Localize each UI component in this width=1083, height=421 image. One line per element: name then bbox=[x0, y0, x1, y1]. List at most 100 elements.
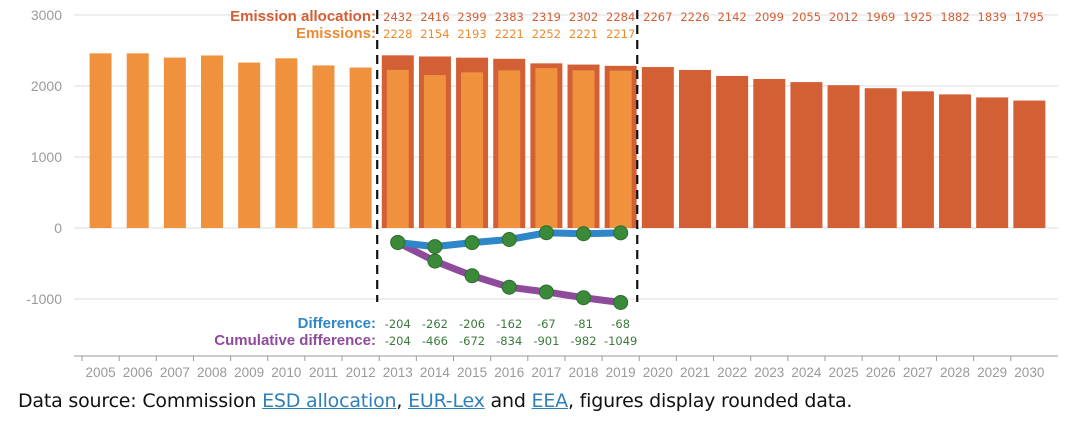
allocation-value-label: 2055 bbox=[792, 10, 821, 24]
allocation-bar bbox=[901, 91, 934, 228]
emissions-bar bbox=[126, 53, 149, 229]
emissions-series-title: Emissions: bbox=[296, 25, 376, 42]
period-dividers bbox=[376, 10, 639, 302]
x-tick-label: 2014 bbox=[420, 365, 451, 380]
allocation-value-label: 2012 bbox=[829, 10, 858, 24]
allocation-value-label: 2383 bbox=[495, 10, 524, 24]
x-tick-label: 2009 bbox=[234, 365, 264, 380]
allocation-bar bbox=[753, 78, 786, 228]
x-tick-label: 2024 bbox=[791, 365, 822, 380]
emissions-value-label: 2221 bbox=[569, 27, 598, 41]
x-tick-label: 2010 bbox=[271, 365, 301, 380]
difference-value-label: -262 bbox=[422, 317, 448, 331]
allocation-value-label: 2399 bbox=[457, 10, 486, 24]
x-tick-label: 2007 bbox=[160, 365, 190, 380]
bars bbox=[89, 53, 1046, 229]
x-tick-label: 2015 bbox=[457, 365, 487, 380]
cumulative-difference-value-label: -204 bbox=[385, 334, 411, 348]
x-tick-label: 2005 bbox=[86, 365, 116, 380]
allocation-bar bbox=[678, 69, 711, 228]
emissions-bar bbox=[572, 70, 595, 229]
cumulative-difference-marker bbox=[576, 290, 592, 306]
emissions-value-label: 2221 bbox=[495, 27, 524, 41]
emissions-bar bbox=[275, 58, 298, 229]
allocation-bar bbox=[864, 88, 897, 229]
cumulative-difference-value-label: -834 bbox=[496, 334, 522, 348]
allocation-value-label: 2319 bbox=[532, 10, 561, 24]
x-axis: 2005 2006 2007 2008 2009 2010 2011 2012 2013 2014… bbox=[74, 355, 1058, 380]
emissions-chart: 3000 2000 1000 0 -1000 Emission allocation: 2… bbox=[26, 7, 1058, 380]
emissions-bar bbox=[201, 55, 224, 228]
cumulative-difference-marker bbox=[427, 253, 443, 269]
emissions-value-label: 2193 bbox=[457, 27, 486, 41]
allocation-bar bbox=[716, 75, 749, 228]
cumulative-difference-value-label: -982 bbox=[570, 334, 596, 348]
x-tick-label: 2011 bbox=[309, 365, 338, 380]
allocation-bar bbox=[827, 85, 860, 228]
cumulative-difference-value-label: -1049 bbox=[604, 334, 637, 348]
emissions-value-label: 2154 bbox=[420, 27, 449, 41]
x-tick-label: 2012 bbox=[346, 365, 376, 380]
y-tick-label: 1000 bbox=[31, 149, 62, 165]
difference-value-label: -67 bbox=[537, 317, 556, 331]
cumulative-difference-value-label: -672 bbox=[459, 334, 485, 348]
caption-separator: and bbox=[484, 390, 532, 412]
difference-marker bbox=[390, 234, 406, 250]
eea-link[interactable]: EEA bbox=[531, 390, 569, 412]
difference-marker bbox=[501, 232, 517, 248]
difference-marker bbox=[613, 225, 629, 241]
emissions-bar bbox=[89, 53, 112, 229]
x-tick-label: 2025 bbox=[829, 365, 859, 380]
allocation-value-label: 1882 bbox=[940, 10, 969, 24]
cumulative-difference-marker bbox=[538, 284, 554, 300]
caption-separator: , bbox=[396, 390, 409, 412]
y-axis: 3000 2000 1000 0 -1000 bbox=[26, 7, 62, 307]
eur-lex-link[interactable]: EUR-Lex bbox=[408, 390, 485, 412]
caption-suffix: , figures display rounded data. bbox=[567, 390, 853, 412]
x-tick-label: 2016 bbox=[494, 365, 524, 380]
data-source-caption: Data source: Commission ESD allocation , … bbox=[18, 390, 852, 412]
allocation-value-label: 1839 bbox=[978, 10, 1007, 24]
esd-allocation-link[interactable]: ESD allocation bbox=[262, 390, 397, 412]
cumulative-difference-marker bbox=[464, 268, 480, 284]
emissions-bar bbox=[423, 75, 446, 228]
value-labels: Emission allocation: 2432 2416 2399 2383 2319… bbox=[214, 8, 1044, 349]
x-tick-label: 2013 bbox=[383, 365, 413, 380]
y-tick-label: 0 bbox=[54, 220, 62, 236]
caption-prefix: Data source: Commission bbox=[18, 390, 263, 412]
difference-marker bbox=[427, 239, 443, 255]
emissions-bar bbox=[498, 70, 521, 229]
x-tick-label: 2028 bbox=[940, 365, 970, 380]
allocation-value-label: 1925 bbox=[903, 10, 932, 24]
y-tick-label: 3000 bbox=[31, 7, 62, 23]
x-tick-label: 2020 bbox=[643, 365, 673, 380]
difference-value-label: -81 bbox=[574, 317, 593, 331]
difference-marker bbox=[538, 225, 554, 241]
emissions-bar bbox=[386, 69, 409, 228]
cumulative-difference-marker bbox=[613, 294, 629, 310]
x-tick-label: 2021 bbox=[680, 365, 710, 380]
x-tick-label: 2029 bbox=[977, 365, 1007, 380]
difference-value-label: -206 bbox=[459, 317, 485, 331]
x-tick-label: 2019 bbox=[606, 365, 636, 380]
allocation-value-label: 2432 bbox=[383, 10, 412, 24]
difference-marker bbox=[576, 226, 592, 242]
emissions-bar bbox=[349, 67, 372, 228]
cumulative-difference-value-label: -901 bbox=[533, 334, 559, 348]
emissions-bar bbox=[535, 68, 558, 228]
y-tick-label: -1000 bbox=[26, 291, 62, 307]
x-tick-label: 2030 bbox=[1014, 365, 1044, 380]
y-tick-label: 2000 bbox=[31, 78, 62, 94]
difference-value-label: -68 bbox=[611, 317, 630, 331]
allocation-bar bbox=[976, 97, 1009, 228]
cumulative-difference-value-label: -466 bbox=[422, 334, 448, 348]
difference-value-label: -162 bbox=[496, 317, 522, 331]
allocation-value-label: 1795 bbox=[1015, 10, 1044, 24]
difference-lines bbox=[390, 225, 629, 310]
allocation-value-label: 2302 bbox=[569, 10, 598, 24]
x-tick-label: 2017 bbox=[531, 365, 561, 380]
emissions-bar bbox=[163, 57, 186, 228]
emissions-value-label: 2217 bbox=[606, 27, 635, 41]
x-tick-label: 2008 bbox=[197, 365, 227, 380]
x-tick-label: 2026 bbox=[866, 365, 896, 380]
